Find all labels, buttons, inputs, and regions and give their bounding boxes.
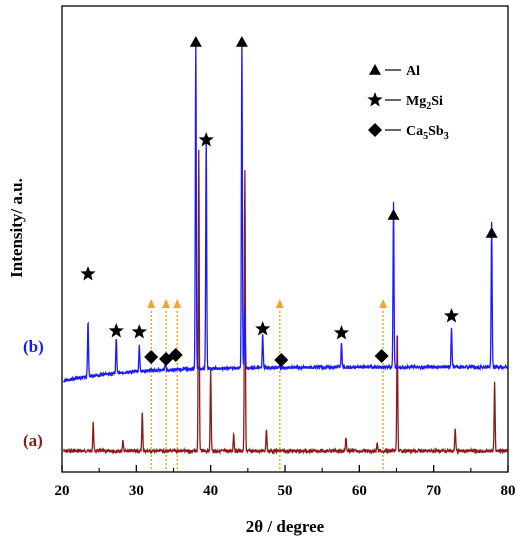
legend-diamond-icon [368, 123, 382, 137]
mg2si-peak-marker [198, 132, 214, 147]
x-tick-label: 60 [352, 483, 367, 499]
x-axis-label: 2θ / degree [246, 517, 325, 536]
orange-arrow [147, 299, 156, 308]
ca5sb3-peak-marker [374, 349, 389, 363]
mg2si-peak-marker [443, 308, 460, 323]
x-tick-label: 20 [55, 483, 70, 499]
mg2si-peak-marker [131, 324, 147, 339]
mg2si-peak-marker [108, 323, 124, 338]
x-tick-label: 50 [278, 483, 293, 499]
y-axis-label: Intensity/ a.u. [7, 178, 26, 278]
orange-arrow [162, 299, 171, 308]
orange-arrow [275, 299, 284, 308]
series-b-label: (b) [23, 337, 44, 356]
mg2si-peak-marker [80, 266, 96, 281]
series-b-trace [62, 37, 508, 384]
al-peak-marker [235, 36, 248, 47]
mg2si-peak-marker [333, 325, 350, 340]
peak-markers [80, 36, 498, 367]
legend-star-icon [367, 92, 383, 107]
x-axis-ticks: 20 30 40 50 60 70 80 [55, 465, 516, 499]
al-peak-marker [485, 227, 498, 238]
legend-label: Ca5Sb3 [406, 124, 449, 142]
mg2si-peak-marker [255, 321, 271, 336]
x-tick-label: 30 [129, 483, 144, 499]
ca5sb3-peak-marker [168, 348, 183, 362]
orange-arrow [173, 299, 182, 308]
legend-label: Mg2Si [406, 94, 443, 112]
x-tick-label: 70 [426, 483, 441, 499]
al-peak-marker [189, 36, 202, 47]
legend-triangle-icon [369, 64, 381, 75]
series-a-label: (a) [23, 431, 43, 450]
ca5sb3-peak-marker [144, 350, 159, 364]
al-peak-marker [387, 209, 400, 220]
ca5sb3-peak-marker [274, 353, 289, 367]
x-tick-label: 80 [501, 483, 516, 499]
legend: Al Mg2Si Ca5Sb3 [385, 64, 449, 142]
orange-arrow [379, 299, 388, 308]
x-tick-label: 40 [203, 483, 218, 499]
orange-guide-lines [147, 299, 388, 470]
series-a-trace [63, 149, 508, 456]
legend-label: Al [406, 64, 420, 79]
plot-frame [61, 5, 509, 473]
